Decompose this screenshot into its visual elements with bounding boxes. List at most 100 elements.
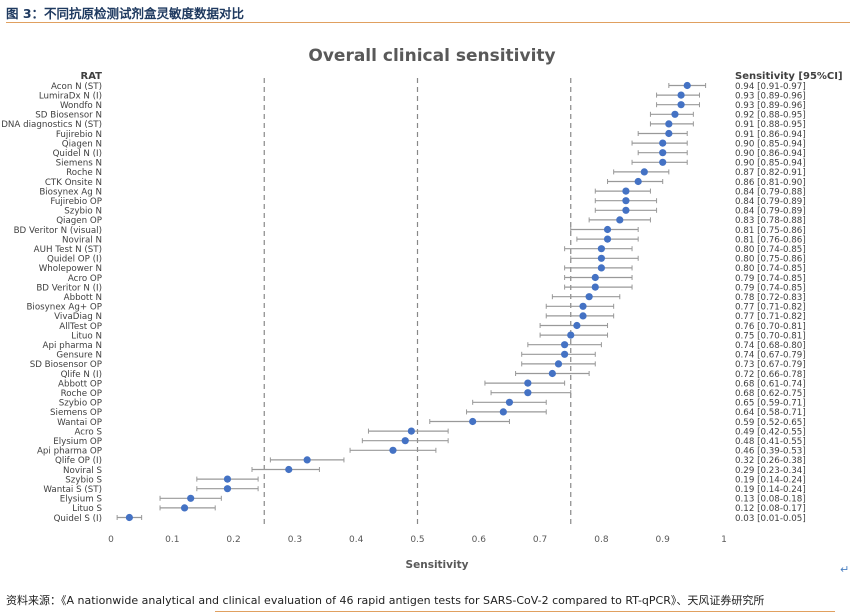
row-label: Qiagen N (62, 139, 102, 149)
data-point (524, 379, 532, 387)
data-point (285, 465, 293, 474)
data-point (603, 225, 612, 234)
value-label: 0.87 [0.82-0.91] (735, 168, 806, 178)
data-point (597, 245, 606, 253)
value-label: 0.83 [0.78-0.88] (735, 216, 806, 226)
row-label: Quidel S (I) (54, 514, 102, 524)
row-label: Abbott N (64, 293, 102, 303)
data-point (597, 254, 606, 262)
data-point (505, 398, 514, 406)
row-label: Siemens OP (50, 408, 102, 418)
row-label: Noviral S (63, 466, 102, 476)
data-point (579, 302, 587, 310)
row-label: LumiraDx N (I) (39, 91, 102, 101)
value-label: 0.46 [0.39-0.53] (735, 447, 806, 457)
value-label: 0.73 [0.67-0.79] (735, 360, 806, 370)
value-label: 0.13 [0.08-0.18] (735, 495, 806, 505)
value-header: Sensitivity [95%CI] (735, 71, 843, 82)
value-label: 0.72 [0.66-0.78] (735, 370, 806, 380)
paragraph-mark: ↵ (840, 563, 850, 576)
row-label: Gensure N (56, 351, 102, 361)
data-point (591, 273, 599, 282)
data-point (561, 350, 569, 358)
data-point (524, 389, 532, 397)
row-label: Qiagen OP (56, 216, 102, 226)
row-label: Elysium OP (53, 437, 102, 447)
row-label: Wantai S (ST) (43, 485, 102, 495)
x-tick-label: 0.2 (226, 535, 240, 545)
row-label: VivaDiag N (54, 312, 102, 322)
data-point (671, 110, 679, 118)
value-label: 0.84 [0.79-0.89] (735, 207, 806, 217)
value-label: 0.81 [0.75-0.86] (735, 226, 806, 236)
data-point (125, 513, 133, 522)
value-label: 0.68 [0.62-0.75] (735, 389, 806, 399)
row-label: Api pharma N (43, 341, 102, 351)
data-point (187, 494, 195, 502)
value-label: 0.12 [0.08-0.17] (735, 504, 806, 514)
value-label: 0.59 [0.52-0.65] (735, 418, 806, 428)
row-label: Noviral N (62, 235, 102, 245)
value-label: 0.77 [0.71-0.82] (735, 312, 806, 322)
row-label: BD Veritor N (I) (36, 283, 102, 293)
top-divider (6, 22, 850, 23)
row-label: AUH Test N (ST) (34, 245, 102, 255)
data-point (622, 187, 630, 195)
data-point (634, 177, 642, 186)
value-label: 0.77 [0.71-0.82] (735, 303, 806, 313)
value-label: 0.81 [0.76-0.86] (735, 235, 806, 245)
value-label: 0.90 [0.85-0.94] (735, 139, 806, 149)
value-label: 0.94 [0.91-0.97] (735, 82, 806, 92)
data-point (499, 408, 507, 416)
value-label: 0.80 [0.74-0.85] (735, 245, 806, 255)
row-label: Biosynex Ag+ OP (26, 303, 102, 313)
value-label: 0.68 [0.61-0.74] (735, 379, 806, 389)
x-tick-label: 0.4 (349, 535, 364, 545)
value-label: 0.92 [0.88-0.95] (735, 111, 806, 121)
data-point (223, 485, 232, 493)
data-point (603, 235, 612, 243)
row-header: RAT (81, 71, 103, 82)
row-label: Siemens N (56, 159, 102, 169)
row-label: DNA diagnostics N (ST) (1, 120, 102, 130)
value-label: 0.90 [0.85-0.94] (735, 159, 806, 169)
data-point (683, 81, 691, 90)
value-label: 0.78 [0.72-0.83] (735, 293, 806, 303)
value-label: 0.74 [0.68-0.80] (735, 341, 806, 351)
row-label: Lituo N (71, 331, 102, 341)
forest-plot: Overall clinical sensitivity RAT Sensitivi… (1, 46, 843, 571)
data-point (640, 168, 648, 176)
row-label: Szybio N (64, 207, 102, 217)
row-label: Wantai OP (57, 418, 102, 428)
data-point (567, 331, 575, 339)
value-label: 0.75 [0.70-0.81] (735, 331, 806, 341)
row-label: Wondfo N (60, 101, 102, 111)
value-label: 0.80 [0.74-0.85] (735, 264, 806, 274)
row-label: SD Biosensor OP (30, 360, 102, 370)
value-label: 0.19 [0.14-0.24] (735, 475, 806, 485)
row-label: Qlife N (I) (61, 370, 102, 380)
data-point (597, 264, 606, 272)
figure-title: 图 3：不同抗原检测试剂盒灵敏度数据对比 (6, 6, 245, 21)
data-point (677, 101, 685, 109)
value-label: 0.90 [0.86-0.94] (735, 149, 806, 159)
value-label: 0.74 [0.67-0.79] (735, 351, 806, 361)
source-note: 资料来源：《A nationwide analytical and clinic… (6, 594, 765, 607)
data-point (407, 427, 415, 435)
data-point (665, 120, 673, 128)
row-label: SD Biosensor N (35, 111, 102, 121)
bottom-divider (215, 611, 835, 612)
data-point (616, 216, 624, 224)
data-point (389, 446, 397, 454)
row-label: Quidel OP (I) (47, 255, 102, 265)
data-point (622, 206, 630, 214)
value-label: 0.64 [0.58-0.71] (735, 408, 806, 418)
data-point (579, 312, 587, 320)
row-label: Qlife OP (I) (55, 456, 102, 466)
data-point (573, 321, 581, 330)
data-point (659, 139, 667, 147)
x-tick-label: 0.1 (165, 535, 179, 545)
row-label: Fujirebio OP (50, 197, 102, 207)
value-label: 0.76 [0.70-0.81] (735, 322, 806, 332)
value-label: 0.03 [0.01-0.05] (735, 514, 806, 524)
